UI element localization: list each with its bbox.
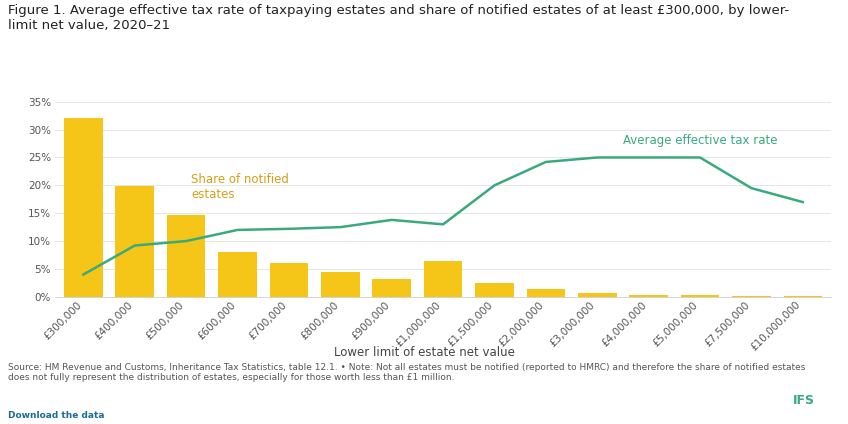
Bar [578,293,616,297]
Bar [527,289,565,297]
Bar [372,279,411,297]
Bar [64,118,103,297]
Bar [167,215,205,297]
Bar [629,296,668,297]
Text: IFS: IFS [793,394,815,407]
Text: Source: HM Revenue and Customs, Inheritance Tax Statistics, table 12.1. • Note: : Source: HM Revenue and Customs, Inherita… [8,363,806,382]
Bar [218,252,257,297]
Text: Average effective tax rate: Average effective tax rate [623,134,778,148]
Bar [424,261,462,297]
Bar [321,272,360,297]
Bar [681,295,719,297]
Bar [732,296,771,297]
Bar [115,187,154,297]
Text: Download the data: Download the data [8,411,105,420]
Text: Share of notified
estates: Share of notified estates [192,173,289,201]
Bar [784,296,822,297]
Text: Lower limit of estate net value: Lower limit of estate net value [333,346,515,359]
Text: Figure 1. Average effective tax rate of taxpaying estates and share of notified : Figure 1. Average effective tax rate of … [8,4,789,32]
Bar [475,283,514,297]
Bar [270,263,308,297]
